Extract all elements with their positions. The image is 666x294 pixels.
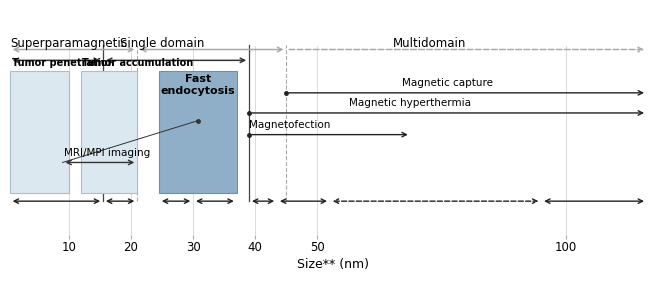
Text: Magnetic capture: Magnetic capture [402,78,494,88]
Text: Tumor penetration: Tumor penetration [11,58,115,68]
Text: Multidomain: Multidomain [393,37,466,50]
Bar [81,71,137,193]
Bar [10,71,69,193]
Text: Magnetic hyperthermia: Magnetic hyperthermia [348,98,471,108]
Text: Magnetofection: Magnetofection [249,120,330,130]
Text: Superparamagnetic: Superparamagnetic [10,37,127,50]
Text: Single domain: Single domain [120,37,204,50]
Text: Fast
endocytosis: Fast endocytosis [161,74,235,96]
Bar [159,71,236,193]
Text: Tumor accumulation: Tumor accumulation [83,58,194,68]
Text: MRI/MPI imaging: MRI/MPI imaging [64,148,150,158]
X-axis label: Size** (nm): Size** (nm) [297,258,369,271]
